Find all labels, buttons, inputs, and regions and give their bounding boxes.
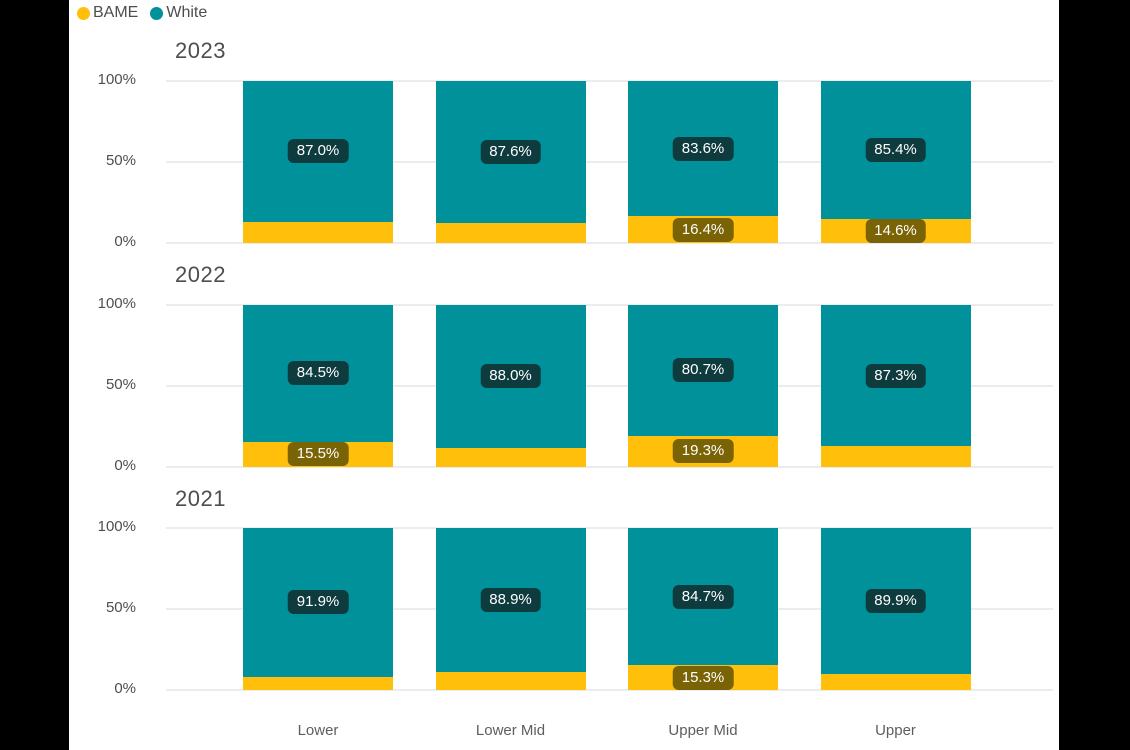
data-label-white: 84.7% [672, 584, 734, 609]
y-axis-tick-label: 100% [97, 71, 136, 88]
legend-label-bame: BAME [93, 4, 139, 21]
y-axis-tick-label: 0% [114, 233, 136, 250]
data-label-white: 89.9% [865, 588, 926, 613]
bar-segment-bame [243, 676, 393, 690]
data-label-bame: 16.4% [672, 217, 734, 242]
gridline [166, 466, 1053, 468]
panel-plot: 100% 50% 0% 91.9% 88.9% 84.7% 15.3% 89.9% [98, 518, 1053, 697]
stacked-bar-lower-mid [435, 528, 586, 690]
data-label-bame: 15.3% [672, 665, 734, 690]
y-axis-tick-label: 50% [105, 599, 136, 616]
data-label-white: 80.7% [672, 358, 734, 383]
legend-item-bame: BAME [77, 4, 138, 22]
gridline [166, 527, 1053, 529]
data-label-white: 91.9% [287, 590, 349, 615]
bar-segment-bame [435, 447, 586, 467]
data-label-bame: 14.6% [865, 219, 926, 244]
data-label-white: 83.6% [672, 136, 734, 161]
legend-dot-white-icon [150, 6, 164, 20]
panel-title: 2023 [175, 38, 226, 63]
gridline [166, 608, 1053, 610]
legend-item-white: White [150, 4, 207, 22]
stacked-bar-lower [243, 81, 393, 243]
gridline [166, 161, 1053, 163]
bar-segment-bame [820, 673, 971, 690]
stacked-bar-lower-mid [435, 81, 586, 243]
gridline [166, 304, 1053, 306]
data-label-white: 87.0% [287, 139, 349, 164]
legend-dot-bame-icon [77, 6, 90, 20]
panel-plot: 100% 50% 0% 84.5% 15.5% 88.0% 80.7% 19.3% 87.3% [98, 295, 1053, 474]
y-axis-tick-label: 50% [105, 152, 136, 169]
y-axis-tick-label: 100% [97, 295, 136, 312]
legend: BAME White [77, 4, 207, 22]
gridline [166, 80, 1053, 82]
y-axis-tick-label: 0% [114, 680, 136, 697]
y-axis-tick-label: 50% [105, 376, 136, 393]
panel-title: 2022 [175, 262, 226, 287]
bar-segment-bame [243, 221, 393, 243]
chart-content: BAME White 2023 100% 50% 0% 87.0% 87.6% 83.6% 1… [69, 0, 1059, 750]
data-label-white: 84.5% [287, 361, 349, 386]
gridline [166, 689, 1053, 691]
data-label-white: 85.4% [865, 138, 926, 163]
x-axis-category-label: Upper [875, 722, 916, 739]
bar-segment-bame [435, 222, 586, 243]
data-label-white: 88.0% [480, 364, 541, 389]
y-axis-tick-label: 0% [114, 457, 136, 474]
panel-title: 2021 [175, 486, 226, 511]
data-label-white: 87.6% [480, 139, 541, 164]
x-axis-category-label: Lower [297, 722, 339, 739]
data-label-white: 88.9% [480, 588, 541, 612]
x-axis-category-label: Lower Mid [475, 722, 546, 739]
legend-label-white: White [166, 4, 208, 21]
data-label-bame: 15.5% [287, 442, 349, 467]
x-axis-category-label: Upper Mid [668, 722, 738, 739]
panel-plot: 100% 50% 0% 87.0% 87.6% 83.6% 16.4% 85.4% 14.6% [98, 71, 1053, 250]
data-label-bame: 19.3% [672, 439, 734, 464]
bar-segment-bame [820, 446, 971, 467]
data-label-white: 87.3% [865, 363, 926, 388]
bar-segment-bame [435, 672, 586, 690]
gridline [166, 385, 1053, 387]
y-axis-tick-label: 100% [97, 518, 136, 535]
gridline [166, 242, 1053, 244]
